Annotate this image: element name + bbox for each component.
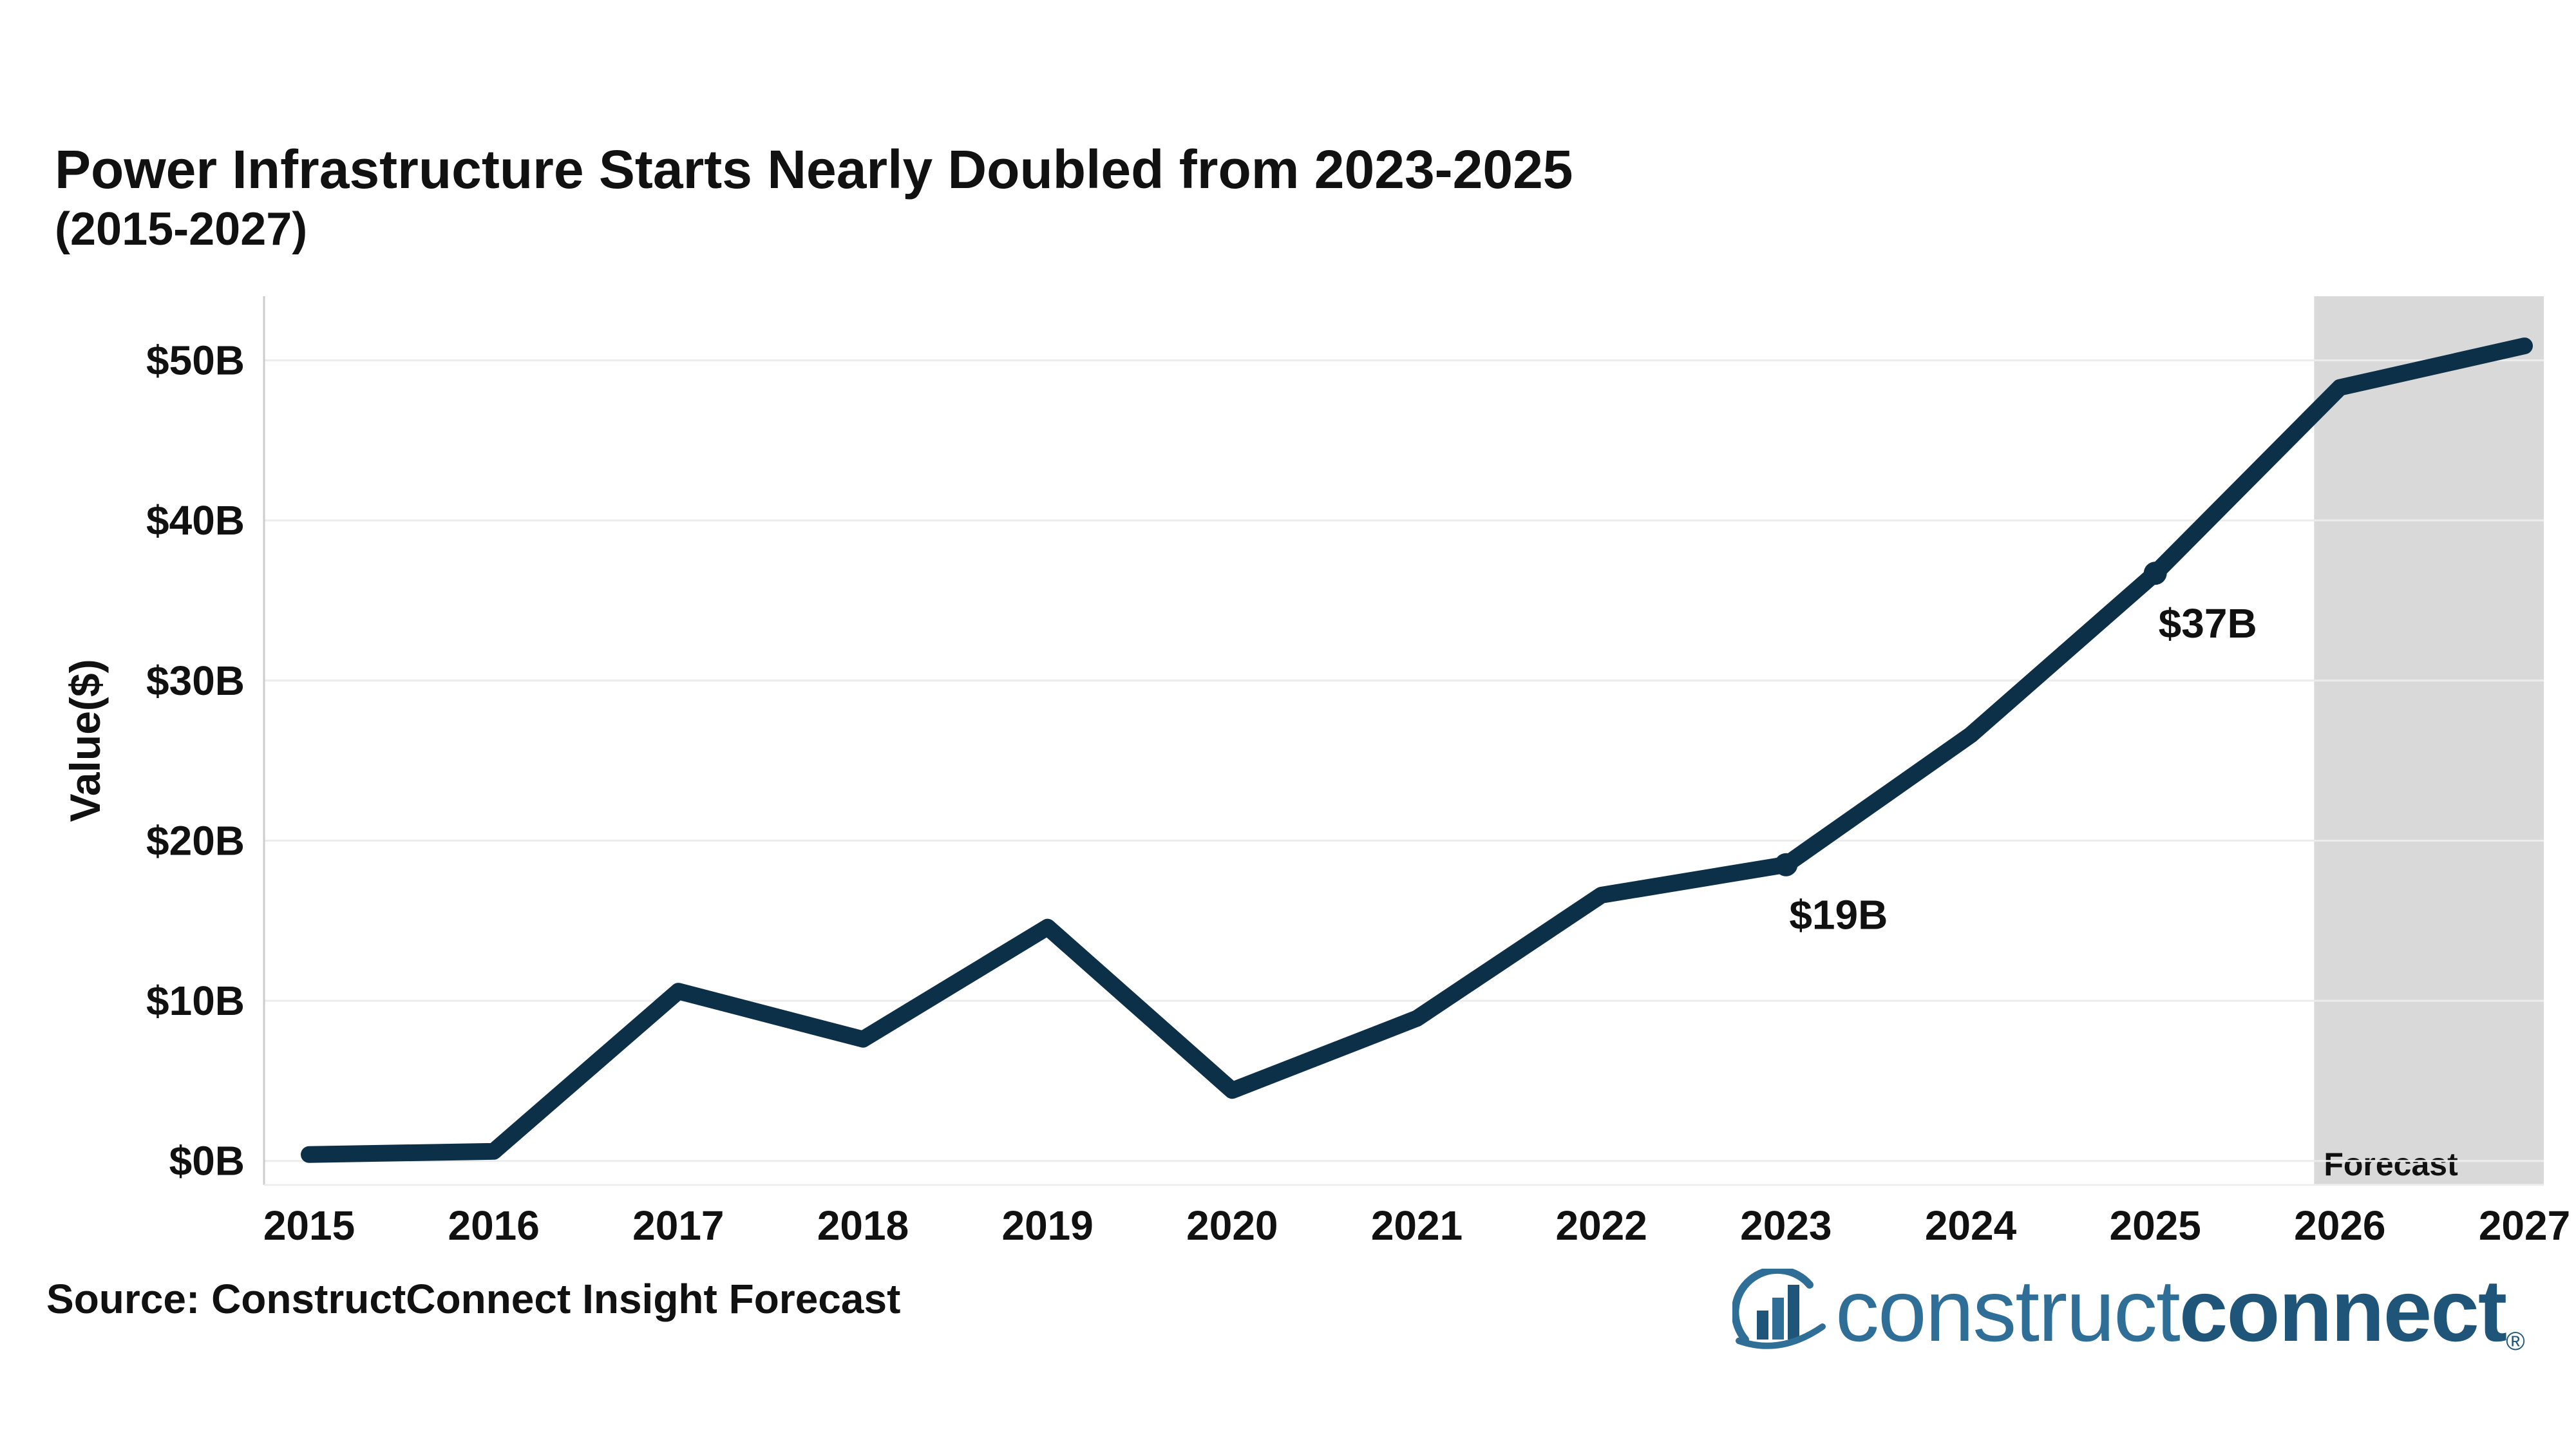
- x-tick-label: 2016: [448, 1202, 539, 1249]
- x-tick-label: 2017: [632, 1202, 724, 1249]
- y-tick-label: $40B: [146, 497, 245, 544]
- annotation-point: [2143, 562, 2167, 585]
- y-tick-label: $50B: [146, 337, 245, 383]
- x-tick-label: 2020: [1186, 1202, 1278, 1249]
- grid: [264, 359, 2544, 1162]
- constructconnect-logo: constructconnect®: [1732, 1262, 2525, 1359]
- x-tick-label: 2021: [1371, 1202, 1463, 1249]
- chart-subtitle: (2015-2027): [55, 204, 308, 255]
- y-axis-label: Value($): [61, 659, 109, 822]
- series-layer: [301, 337, 2533, 1163]
- data-label: $19B: [1789, 892, 1888, 938]
- axes: $0B $10B $20B $30B $40B $50B 2015 2016 2017 2018 2…: [61, 296, 2570, 1249]
- chart-title: Power Infrastructure Starts Nearly Doubl…: [55, 139, 1573, 200]
- x-tick-label: 2018: [817, 1202, 909, 1249]
- forecast-region: Forecast: [2314, 296, 2544, 1185]
- y-tick-label: $10B: [146, 978, 245, 1024]
- forecast-label: Forecast: [2324, 1146, 2458, 1182]
- y-tick-label: $0B: [169, 1138, 245, 1184]
- y-tick-label: $30B: [146, 658, 245, 704]
- x-tick-label: 2025: [2109, 1202, 2201, 1249]
- series-line: [301, 337, 2533, 1163]
- x-tick-label: 2015: [263, 1202, 355, 1249]
- x-tick-label: 2026: [2294, 1202, 2385, 1249]
- y-tick-label: $20B: [146, 817, 245, 864]
- forecast-shade: [2314, 296, 2544, 1185]
- data-label: $37B: [2159, 600, 2257, 647]
- x-tick-label: 2024: [1925, 1202, 2017, 1249]
- logo-wordmark: constructconnect®: [1835, 1262, 2525, 1359]
- annotation-point: [1774, 853, 1798, 876]
- x-tick-label: 2023: [1740, 1202, 1832, 1249]
- x-tick-label: 2027: [2479, 1202, 2570, 1249]
- x-tick-label: 2019: [1001, 1202, 1093, 1249]
- source-note: Source: ConstructConnect Insight Forecas…: [46, 1276, 901, 1322]
- x-tick-label: 2022: [1555, 1202, 1647, 1249]
- labels: $19B $37B: [1789, 600, 2257, 938]
- buildings-logo-icon: [1732, 1269, 1826, 1349]
